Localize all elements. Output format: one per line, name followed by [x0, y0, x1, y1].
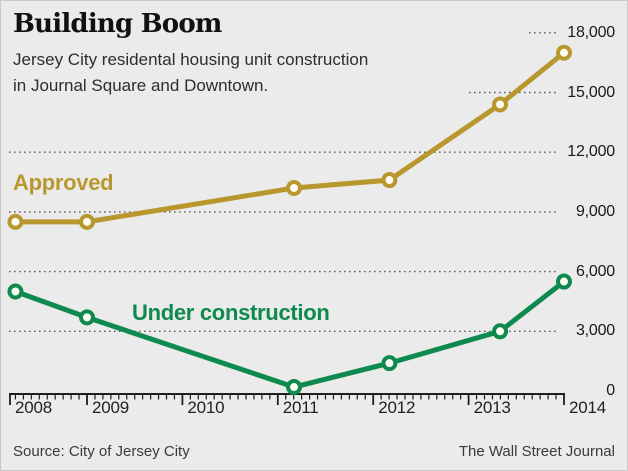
chart-subtitle-line1: Jersey City residental housing unit cons…	[13, 50, 369, 69]
series-point-0	[7, 213, 24, 230]
series-point-1	[556, 273, 572, 290]
series-line-1	[12, 279, 567, 390]
x-axis-label: 2013	[473, 398, 511, 417]
series-point-1	[286, 379, 303, 396]
series-line-0	[12, 50, 567, 225]
credit-note: The Wall Street Journal	[458, 443, 615, 460]
chart-title: Building Boom	[13, 9, 222, 39]
x-axis-label: 2009	[92, 398, 130, 417]
series-point-1	[381, 355, 398, 372]
y-axis-label: 9,000	[575, 202, 615, 220]
series-point-1	[79, 309, 95, 326]
x-axis-label: 2011	[282, 398, 319, 417]
series-point-1	[7, 283, 24, 300]
y-axis-label: 15,000	[567, 83, 615, 101]
source-note: Source: City of Jersey City	[13, 443, 190, 460]
series-point-0	[492, 96, 509, 113]
x-axis-label: 2014	[569, 398, 607, 417]
series-label-under-construction: Under construction	[132, 300, 330, 325]
series-point-0	[556, 44, 572, 61]
y-axis-label: 0	[606, 382, 615, 399]
y-axis-label: 18,000	[567, 23, 615, 41]
x-axis-label: 2010	[187, 398, 225, 417]
chart-subtitle: Jersey City residental housing unit cons…	[13, 47, 368, 99]
y-axis-label: 12,000	[567, 143, 615, 161]
y-axis-label: 6,000	[575, 262, 615, 280]
x-axis-label: 2008	[15, 398, 53, 417]
chart-subtitle-line2: in Journal Square and Downtown.	[13, 76, 269, 95]
series-point-0	[381, 172, 398, 189]
series-label-approved: Approved	[13, 170, 114, 195]
series-point-0	[79, 213, 95, 230]
x-axis-label: 2012	[378, 398, 416, 417]
series-point-0	[286, 180, 303, 197]
y-axis-label: 3,000	[575, 322, 615, 340]
series-point-1	[492, 323, 509, 340]
